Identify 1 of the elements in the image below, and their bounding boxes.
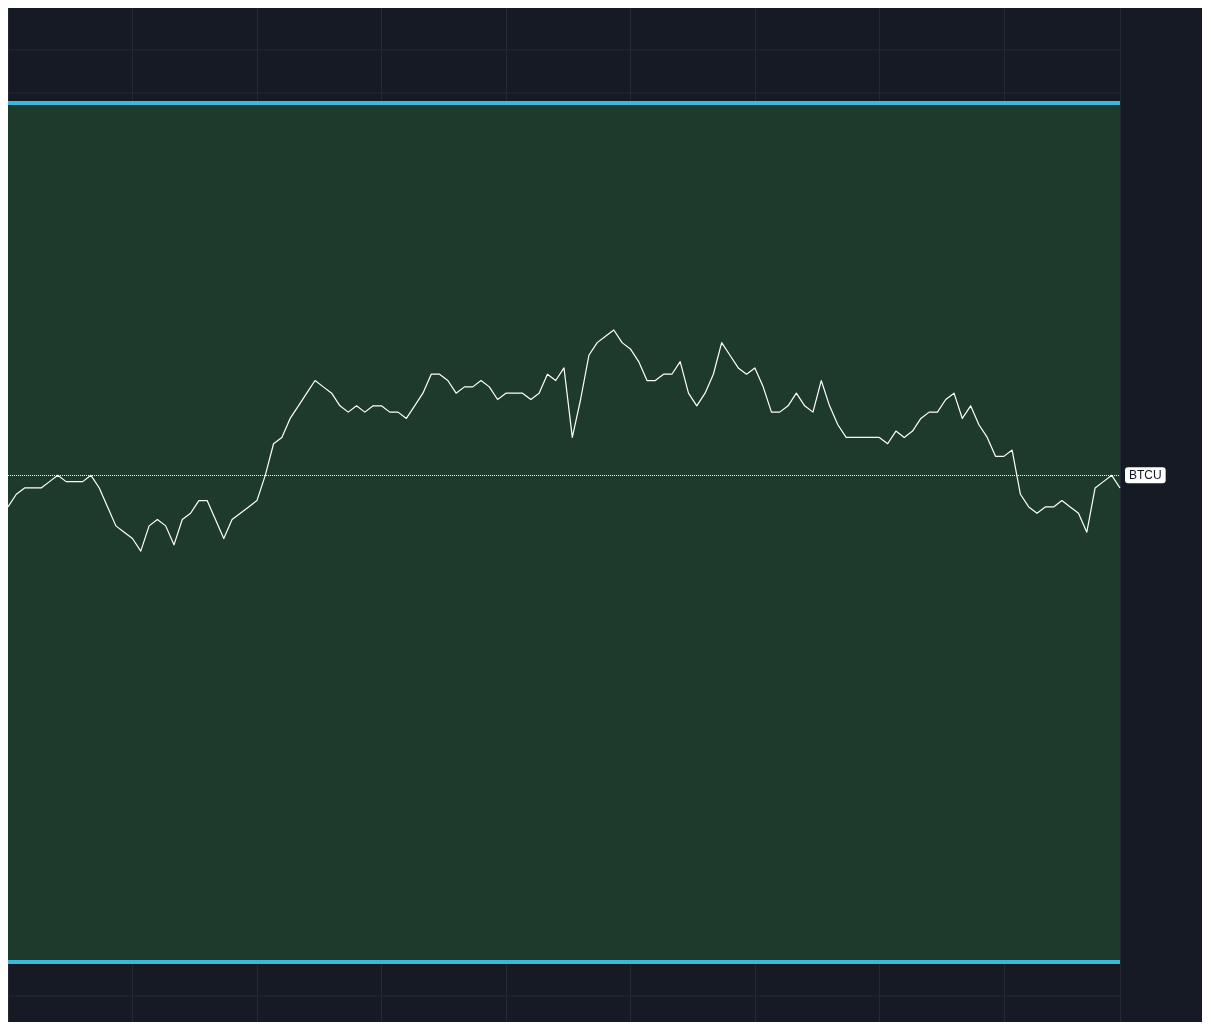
ref-line-label: BTCU [1129,468,1162,483]
